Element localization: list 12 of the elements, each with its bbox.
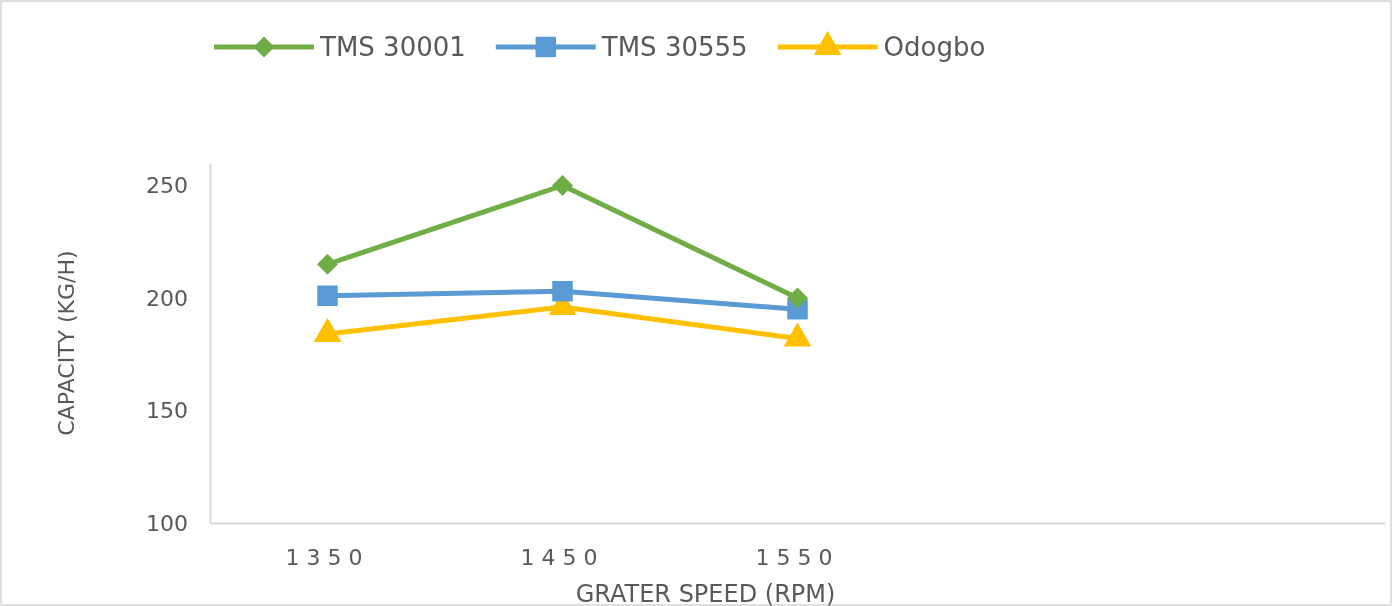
y-tick-label: 150 [146, 398, 188, 424]
x-tick-label: 1450 [520, 544, 605, 570]
legend-label: TMS 30001 [319, 32, 466, 62]
y-tick-label: 100 [146, 510, 188, 536]
legend-label: TMS 30555 [600, 32, 748, 62]
y-tick-label: 250 [146, 173, 188, 199]
y-axis-title: CAPACITY (KG/H) [54, 250, 79, 436]
x-tick-label: 1350 [285, 544, 370, 570]
y-tick-label: 200 [146, 285, 188, 311]
x-axis-title: GRATER SPEED (RPM) [575, 580, 836, 606]
legend-label: Odogbo [883, 32, 986, 62]
x-tick-label: 1550 [755, 544, 840, 570]
